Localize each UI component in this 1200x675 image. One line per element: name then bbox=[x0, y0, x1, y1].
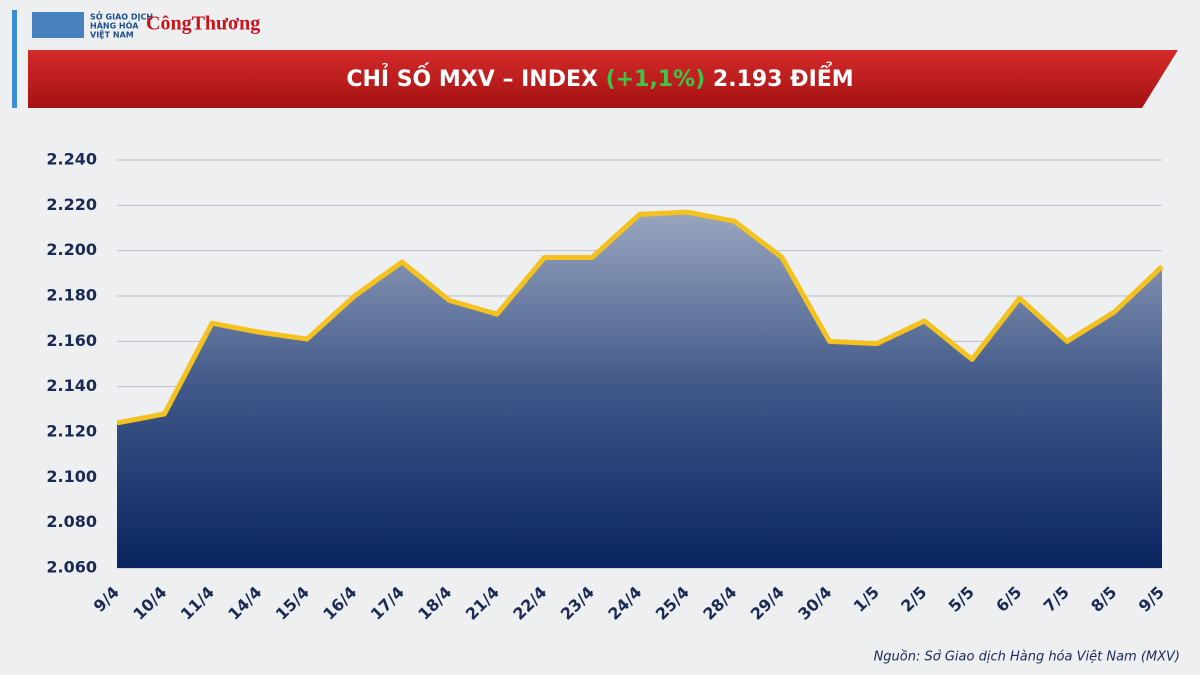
title-banner bbox=[28, 50, 1178, 108]
y-tick-label: 2.080 bbox=[46, 512, 97, 531]
logo-org: HÀNG HÓA bbox=[90, 20, 139, 31]
area-fill bbox=[117, 212, 1162, 568]
y-tick-label: 2.160 bbox=[46, 331, 97, 350]
y-tick-label: 2.200 bbox=[46, 240, 97, 259]
y-tick-label: 2.120 bbox=[46, 422, 97, 441]
logo: SỞ GIAO DỊCH HÀNG HÓA VIỆT NAM CôngThươn… bbox=[32, 10, 260, 40]
title-change: (+1,1%) bbox=[606, 67, 706, 92]
logo-icon bbox=[32, 12, 84, 38]
logo-brand: CôngThương bbox=[146, 13, 260, 35]
logo-org: VIỆT NAM bbox=[90, 30, 134, 40]
line bbox=[116, 209, 1164, 426]
source: Nguồn: Sở Giao dịch Hàng hóa Việt Nam (M… bbox=[874, 650, 1180, 665]
y-tick-label: 2.140 bbox=[46, 376, 97, 395]
y-tick-label: 2.060 bbox=[46, 558, 97, 577]
y-tick-label: 2.100 bbox=[46, 467, 97, 486]
y-tick-label: 2.220 bbox=[46, 195, 97, 214]
accent-bar bbox=[12, 10, 17, 108]
y-tick-label: 2.180 bbox=[46, 286, 97, 305]
title-part: 2.193 ĐIỂM bbox=[713, 63, 854, 92]
title-part: CHỈ SỐ MXV – INDEX bbox=[346, 63, 598, 92]
chart-title: CHỈ SỐ MXV – INDEX (+1,1%) 2.193 ĐIỂM bbox=[346, 63, 853, 92]
y-tick-label: 2.240 bbox=[46, 150, 97, 169]
logo-org: SỞ GIAO DỊCH bbox=[90, 10, 153, 22]
